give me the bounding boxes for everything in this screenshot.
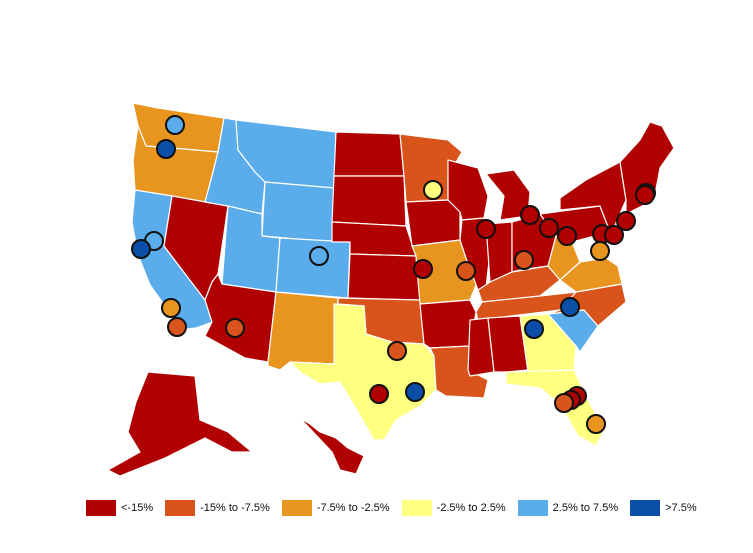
city-marker — [554, 393, 574, 413]
city-marker — [225, 318, 245, 338]
city-marker — [604, 225, 624, 245]
city-marker — [423, 180, 443, 200]
legend-swatch — [165, 500, 196, 516]
legend-label: -2.5% to 2.5% — [436, 502, 506, 514]
city-marker — [514, 250, 534, 270]
city-marker — [165, 115, 185, 135]
city-marker — [524, 319, 544, 339]
legend-label: >7.5% — [665, 502, 697, 514]
state-ak — [107, 371, 253, 477]
legend-swatch — [517, 500, 548, 516]
state-sd — [331, 175, 407, 227]
city-marker — [405, 382, 425, 402]
legend: <-15% -15% to -7.5% -7.5% to -2.5% -2.5%… — [86, 498, 709, 518]
state-nm — [267, 291, 339, 371]
legend-swatch — [86, 500, 116, 516]
state-ms — [467, 317, 495, 377]
legend-label: <-15% — [121, 502, 154, 514]
legend-swatch — [630, 500, 661, 516]
city-marker — [369, 384, 389, 404]
state-nd — [333, 131, 405, 177]
legend-swatch — [401, 500, 432, 516]
state-ks — [347, 253, 421, 301]
city-marker — [635, 185, 655, 205]
legend-swatch — [281, 500, 312, 516]
city-marker — [309, 246, 329, 266]
legend-item-neg2-5-2-5: -2.5% to 2.5% — [401, 500, 506, 516]
city-marker — [413, 259, 433, 279]
legend-item-pos2-5-7-5: 2.5% to 7.5% — [517, 500, 619, 516]
legend-label: -7.5% to -2.5% — [316, 502, 390, 514]
legend-item-neg7-5-neg2-5: -7.5% to -2.5% — [281, 500, 390, 516]
city-marker — [539, 218, 559, 238]
city-marker — [456, 261, 476, 281]
city-marker — [131, 239, 151, 259]
city-marker — [616, 211, 636, 231]
legend-item-lt-neg15: <-15% — [86, 500, 153, 516]
state-ar — [419, 299, 477, 349]
state-fl — [505, 369, 605, 447]
city-marker — [476, 219, 496, 239]
state-ne-us — [619, 121, 675, 215]
city-marker — [586, 414, 606, 434]
state-ia — [405, 199, 461, 247]
city-marker — [167, 317, 187, 337]
city-marker — [590, 241, 610, 261]
state-wy — [261, 181, 335, 243]
state-tx — [289, 303, 437, 441]
legend-label: 2.5% to 7.5% — [552, 502, 619, 514]
city-marker — [560, 297, 580, 317]
states-layer — [107, 102, 675, 477]
city-markers-layer — [131, 115, 656, 434]
city-marker — [387, 341, 407, 361]
legend-item-gt-7-5: >7.5% — [630, 500, 697, 516]
state-al — [487, 315, 529, 373]
legend-item-neg15-neg7-5: -15% to -7.5% — [165, 500, 270, 516]
legend-label: -15% to -7.5% — [200, 502, 270, 514]
state-co — [275, 237, 351, 299]
state-hi — [299, 417, 365, 475]
city-marker — [156, 139, 176, 159]
city-marker — [161, 298, 181, 318]
city-marker — [520, 205, 540, 225]
city-marker — [557, 226, 577, 246]
